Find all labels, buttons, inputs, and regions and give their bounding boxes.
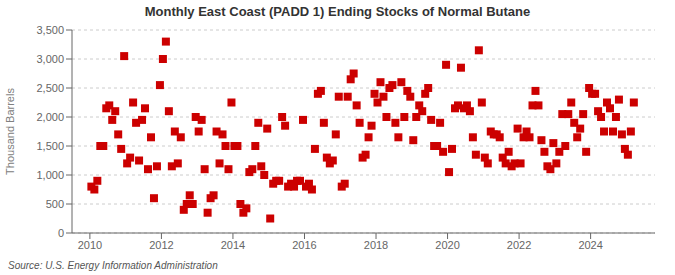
svg-text:0: 0	[58, 227, 64, 239]
svg-text:2024: 2024	[578, 239, 602, 251]
html-text:Monthly East Coast (PADD 1) En: Monthly East Coast (PADD 1) Ending Stock…	[144, 4, 531, 19]
svg-text:Thousand Barrels: Thousand Barrels	[8, 88, 16, 175]
svg-text:2014: 2014	[221, 239, 245, 251]
svg-text:500: 500	[46, 198, 64, 210]
svg-text:2012: 2012	[149, 239, 173, 251]
html-text:Source: U.S. Energy Informatio: Source: U.S. Energy Information Administ…	[8, 260, 218, 271]
svg-text:2016: 2016	[292, 239, 316, 251]
svg-text:2,500: 2,500	[36, 82, 64, 94]
svg-text:3,000: 3,000	[36, 53, 64, 65]
svg-text:3,500: 3,500	[36, 24, 64, 36]
svg-text:2010: 2010	[78, 239, 102, 251]
svg-text:2022: 2022	[507, 239, 531, 251]
svg-text:2020: 2020	[435, 239, 459, 251]
svg-text:1,000: 1,000	[36, 169, 64, 181]
svg-text:1,500: 1,500	[36, 140, 64, 152]
svg-text:2,000: 2,000	[36, 111, 64, 123]
svg-text:2018: 2018	[364, 239, 388, 251]
